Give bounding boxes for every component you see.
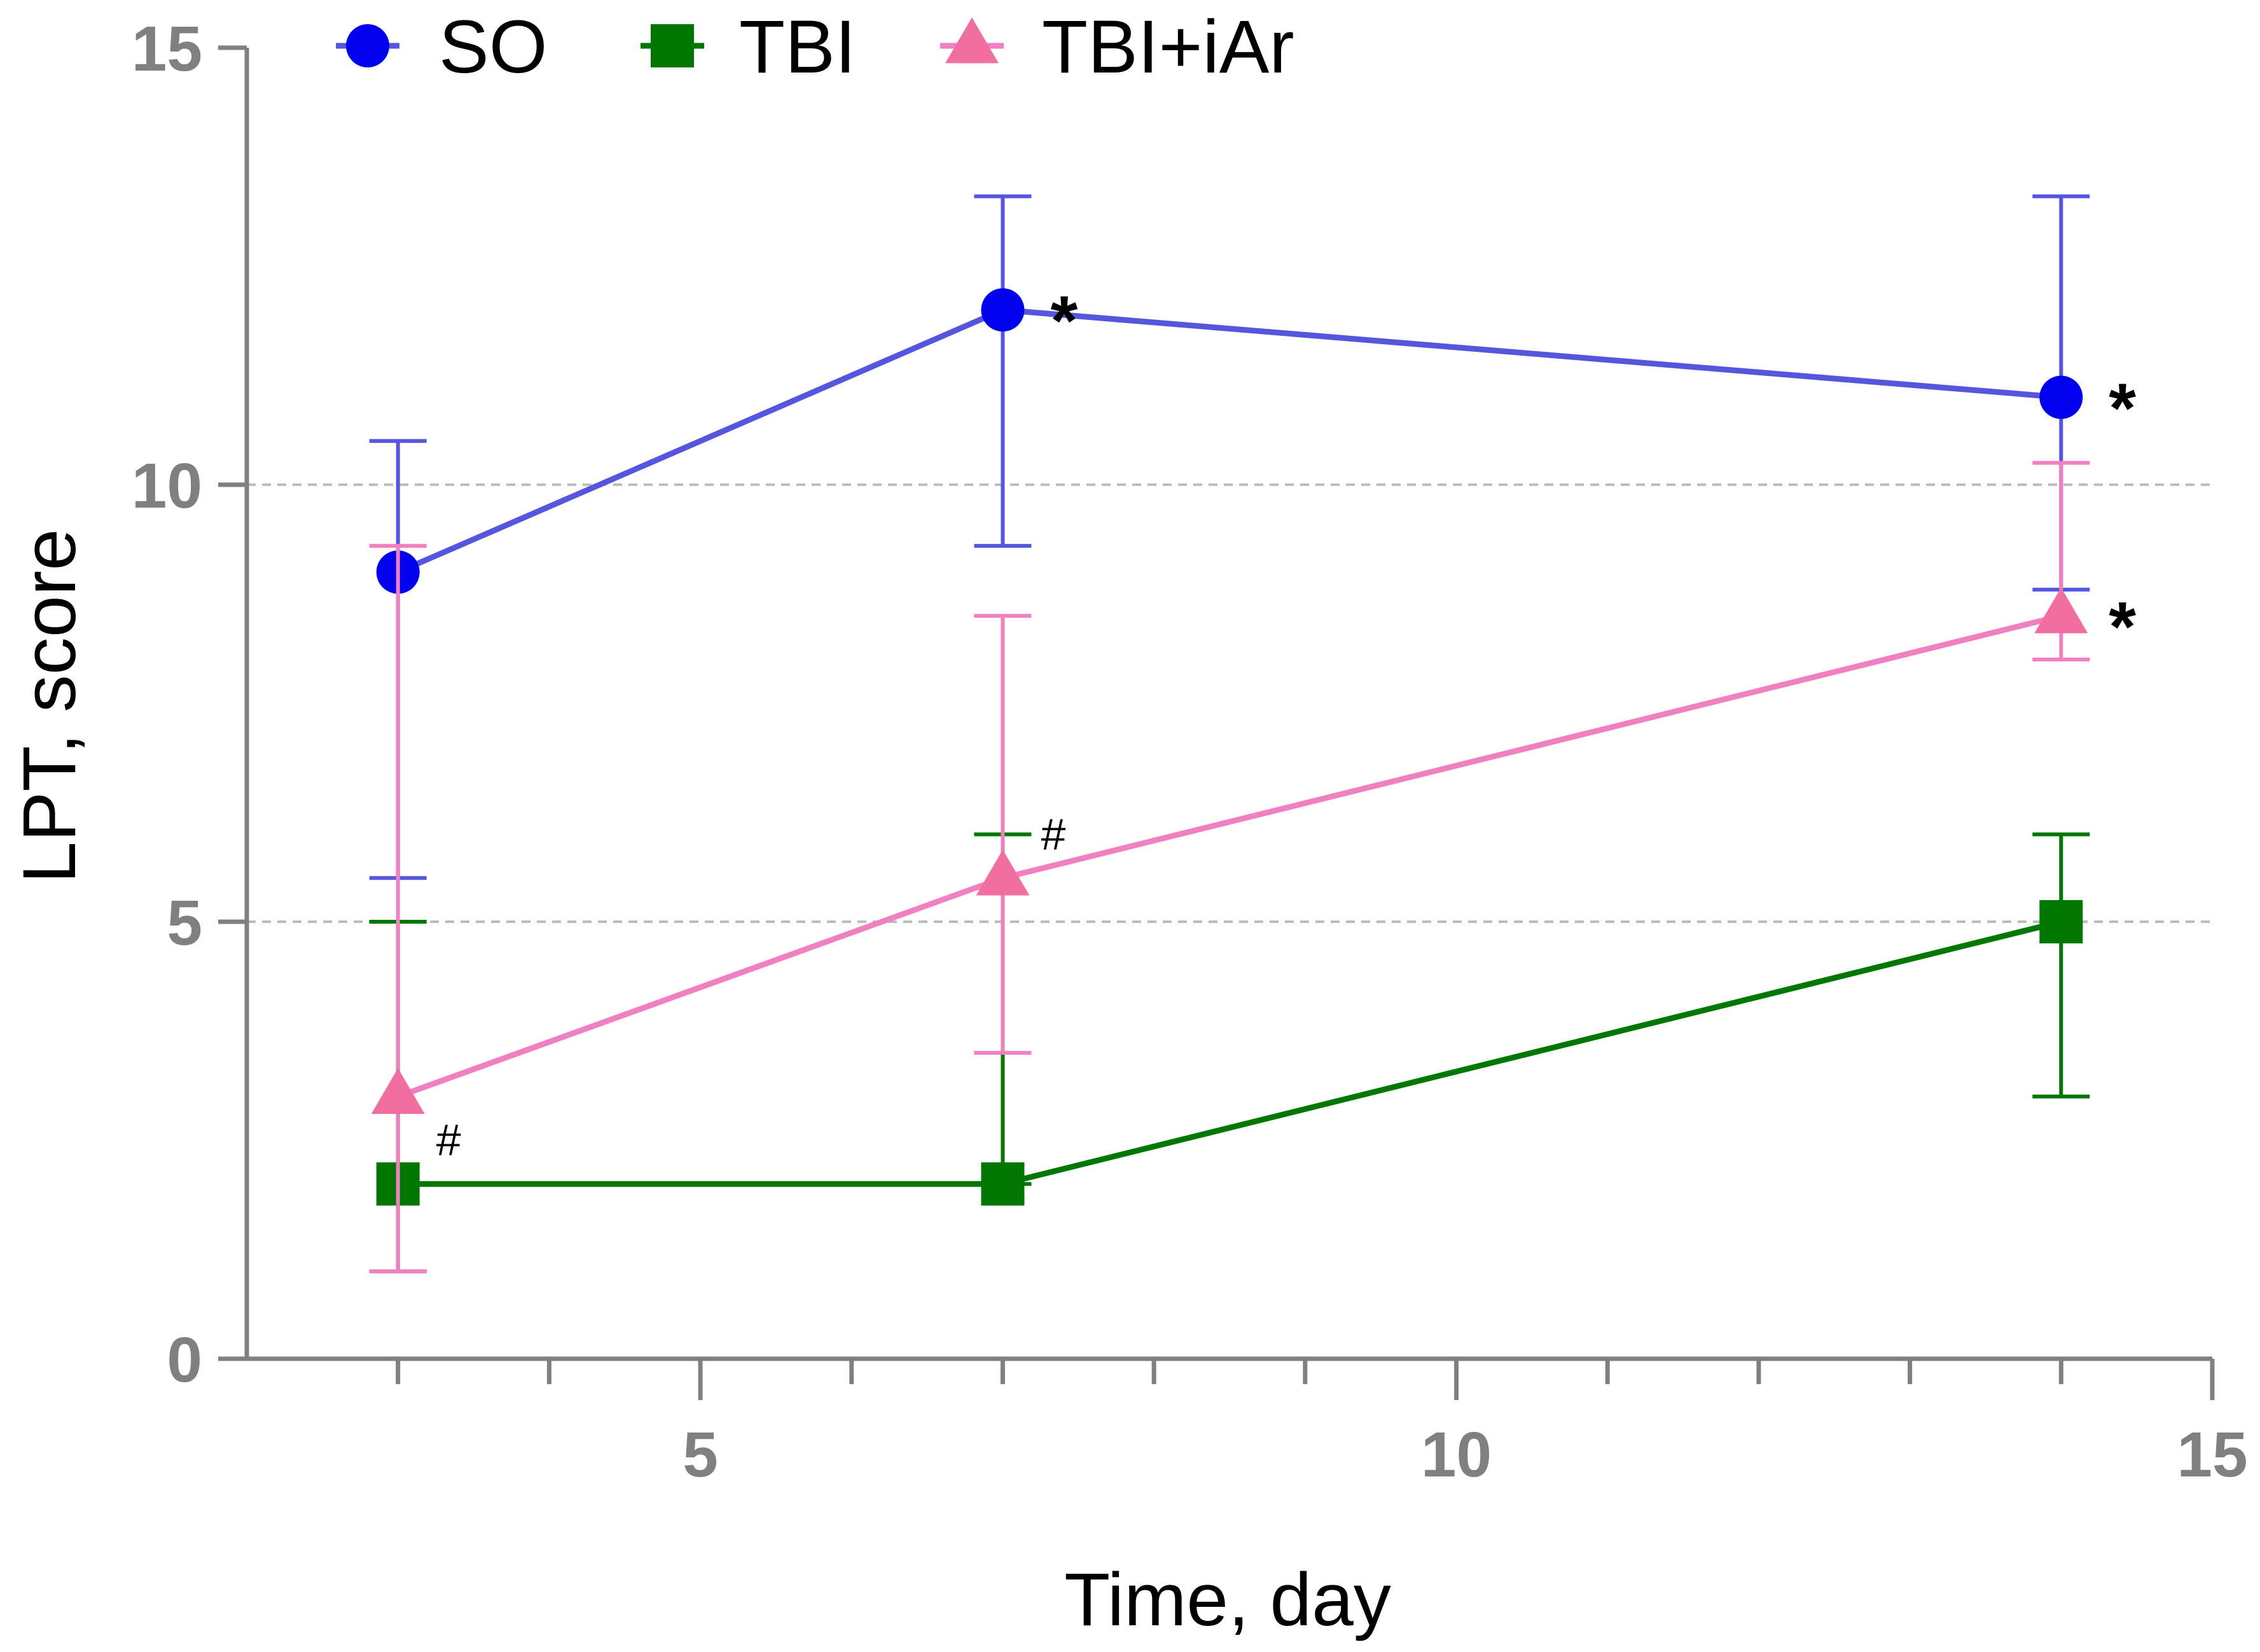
- x-axis-title: Time, day: [1064, 1558, 1391, 1642]
- legend-item-tbi: TBI: [641, 5, 856, 89]
- legend-item-tbi-iar: TBI+iAr: [940, 5, 1294, 89]
- legend-label: SO: [439, 5, 548, 89]
- series: [369, 194, 2090, 1274]
- significance-star: *: [1050, 282, 1078, 360]
- data-point: [371, 1068, 425, 1114]
- y-tick-label: 5: [167, 887, 202, 959]
- series-line: [396, 307, 2062, 575]
- series-line: [398, 919, 2062, 1187]
- legend-marker: [346, 24, 389, 67]
- significance-hash: #: [436, 1115, 461, 1165]
- annotations: * * * # #: [436, 282, 2137, 1165]
- series-so: [369, 194, 2090, 880]
- significance-hash: #: [1041, 809, 1065, 859]
- legend-label: TBI+iAr: [1042, 5, 1294, 89]
- data-point: [981, 288, 1025, 332]
- legend: SO TBI TBI+iAr: [336, 5, 1294, 89]
- series-line: [397, 613, 2062, 1100]
- series-tbi-iar: [369, 461, 2090, 1274]
- series-tbi: [369, 832, 2090, 1274]
- significance-star: *: [2109, 370, 2136, 448]
- data-point: [2034, 587, 2088, 634]
- axes: 0 5 10 15 5 10 15: [132, 13, 2248, 1490]
- legend-item-so: SO: [336, 5, 548, 89]
- x-tick-label: 10: [1421, 1419, 1492, 1490]
- data-point: [976, 849, 1030, 896]
- data-point: [981, 1162, 1025, 1206]
- data-point: [2039, 375, 2083, 419]
- legend-marker: [945, 17, 999, 64]
- y-axis-title: LPT, score: [8, 529, 92, 883]
- y-tick-label: 15: [132, 13, 202, 85]
- significance-star: *: [2109, 588, 2136, 666]
- y-tick-label: 0: [167, 1324, 202, 1396]
- x-tick-label: 5: [683, 1419, 718, 1490]
- data-point: [2039, 900, 2083, 943]
- gridlines: [247, 483, 2212, 923]
- legend-marker: [651, 24, 694, 67]
- y-tick-label: 10: [132, 450, 202, 522]
- x-tick-label: 15: [2177, 1419, 2247, 1490]
- legend-label: TBI: [739, 5, 856, 89]
